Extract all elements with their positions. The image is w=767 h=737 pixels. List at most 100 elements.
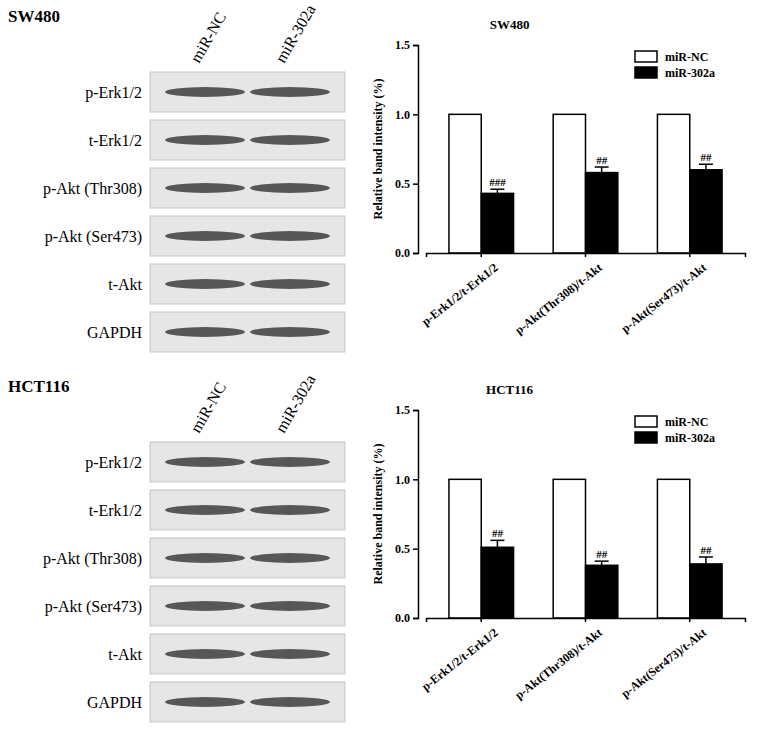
lane-label: miR-302a — [272, 372, 319, 436]
y-axis-title: Relative band intensity (%) — [371, 78, 385, 219]
blot-band — [165, 553, 245, 563]
y-tick-label: 1.5 — [395, 403, 410, 417]
error-line — [705, 164, 707, 170]
error-cap — [595, 166, 609, 168]
x-tick-label: p-Akt(Thr308)/t-Akt — [512, 625, 605, 702]
bar — [553, 114, 585, 253]
significance: ### — [489, 176, 506, 188]
blot-strip — [150, 120, 345, 160]
legend-swatch — [635, 67, 657, 78]
bar — [690, 170, 722, 253]
x-axis: p-Erk1/2/t-Erk1/2p-Akt(Thr308)/t-Aktp-Ak… — [419, 618, 746, 702]
lane-label: miR-NC — [187, 9, 229, 65]
blot-strip — [150, 168, 345, 208]
row-label: p-Akt (Thr308) — [43, 550, 142, 568]
blot-band — [250, 601, 330, 611]
blot-strip — [150, 538, 345, 578]
y-tick-label: 1.0 — [395, 108, 410, 122]
bars — [449, 479, 722, 618]
x-tick-label: p-Akt(Ser473)/t-Akt — [619, 625, 710, 700]
y-tick: 0.0 — [395, 246, 418, 260]
blot-band — [250, 87, 330, 97]
x-tick-mark — [689, 253, 691, 257]
row-label: p-Erk1/2 — [85, 454, 142, 472]
blot-band — [250, 183, 330, 193]
blot-title: SW480 — [8, 7, 60, 26]
error-bar — [699, 557, 713, 564]
y-axis-line — [413, 411, 419, 619]
y-tick: 0.5 — [395, 542, 418, 556]
row-label: t-Erk1/2 — [89, 132, 142, 149]
bar — [481, 547, 513, 618]
x-tick-mark — [689, 618, 691, 622]
blot-strip — [150, 442, 345, 482]
bar — [657, 114, 689, 253]
figure: SW480miR-NCmiR-302ap-Erk1/2t-Erk1/2p-Akt… — [0, 0, 767, 737]
y-tick-mark — [413, 183, 418, 185]
y-tick: 0.5 — [395, 177, 418, 191]
y-tick-mark — [413, 618, 418, 620]
legend: miR-NCmiR-302a — [635, 415, 715, 445]
legend-label: miR-302a — [665, 431, 715, 445]
blot-band — [165, 279, 245, 289]
blot-band — [165, 327, 245, 337]
error-cap — [699, 164, 713, 166]
error-line — [705, 557, 707, 564]
y-tick-label: 0.0 — [395, 611, 410, 625]
chart-panel: #######0.00.51.01.5p-Erk1/2/t-Erk1/2p-Ak… — [371, 17, 746, 337]
y-axis: 0.0 0.5 1.0 1.5 — [395, 38, 419, 260]
x-tick-label: p-Erk1/2/t-Erk1/2 — [419, 260, 501, 328]
row-label: t-Akt — [108, 276, 142, 293]
y-axis-title: Relative band intensity (%) — [371, 443, 385, 584]
x-tick-mark — [585, 253, 587, 257]
row-label: GAPDH — [87, 324, 143, 341]
x-axis: p-Erk1/2/t-Erk1/2p-Akt(Thr308)/t-Aktp-Ak… — [419, 253, 746, 337]
y-tick: 1.5 — [395, 403, 418, 417]
bar — [449, 114, 481, 253]
row-label: p-Akt (Thr308) — [43, 180, 142, 198]
row-label: t-Erk1/2 — [89, 502, 142, 519]
error-cap — [490, 540, 504, 542]
significance: ## — [596, 548, 608, 560]
blot-strip — [150, 634, 345, 674]
blot-strip — [150, 72, 345, 112]
y-tick-mark — [413, 479, 418, 481]
blot-strip — [150, 216, 345, 256]
y-tick-label: 0.5 — [395, 177, 410, 191]
blot-band — [165, 457, 245, 467]
chart-panel: ######0.00.51.01.5p-Erk1/2/t-Erk1/2p-Akt… — [371, 382, 746, 702]
x-tick: p-Akt(Thr308)/t-Akt — [512, 618, 605, 702]
blot-panel: SW480 miR-NC miR-302a p-Erk1/2 t-Erk1/2 p-Akt… — [8, 2, 345, 352]
blot-band — [165, 87, 245, 97]
x-tick: p-Akt(Thr308)/t-Akt — [512, 253, 605, 337]
blot-title: HCT116 — [8, 377, 69, 396]
legend-label: miR-302a — [665, 66, 715, 80]
lane-label: miR-302a — [272, 2, 319, 66]
blot-band — [250, 505, 330, 515]
x-axis-line — [427, 619, 746, 623]
x-tick-label: p-Akt(Thr308)/t-Akt — [512, 260, 605, 337]
blot-band — [250, 327, 330, 337]
blot-panel: HCT116miR-NCmiR-302ap-Erk1/2t-Erk1/2p-Ak… — [8, 372, 345, 722]
y-tick: 0.0 — [395, 611, 418, 625]
row-label: t-Akt — [108, 646, 142, 663]
blot-band — [165, 697, 245, 707]
row-label: p-Akt (Ser473) — [45, 228, 142, 246]
x-tick: p-Akt(Ser473)/t-Akt — [619, 618, 710, 701]
x-tick: p-Erk1/2/t-Erk1/2 — [419, 618, 501, 694]
blot-strip — [150, 682, 345, 722]
error-bar — [490, 189, 504, 193]
blot-strip — [150, 264, 345, 304]
row-label: p-Erk1/2 — [85, 84, 142, 102]
y-axis-line — [413, 46, 419, 254]
bars — [449, 114, 722, 253]
y-axis: 0.00.51.01.5 — [395, 403, 419, 625]
blot-band — [250, 457, 330, 467]
legend-label: miR-NC — [665, 50, 708, 64]
y-tick-label: 1.5 — [395, 38, 410, 52]
blot-band — [250, 231, 330, 241]
blot-band — [165, 505, 245, 515]
chart-title: HCT116 — [486, 382, 533, 397]
y-tick-mark — [413, 548, 418, 550]
x-tick-mark — [481, 618, 483, 622]
